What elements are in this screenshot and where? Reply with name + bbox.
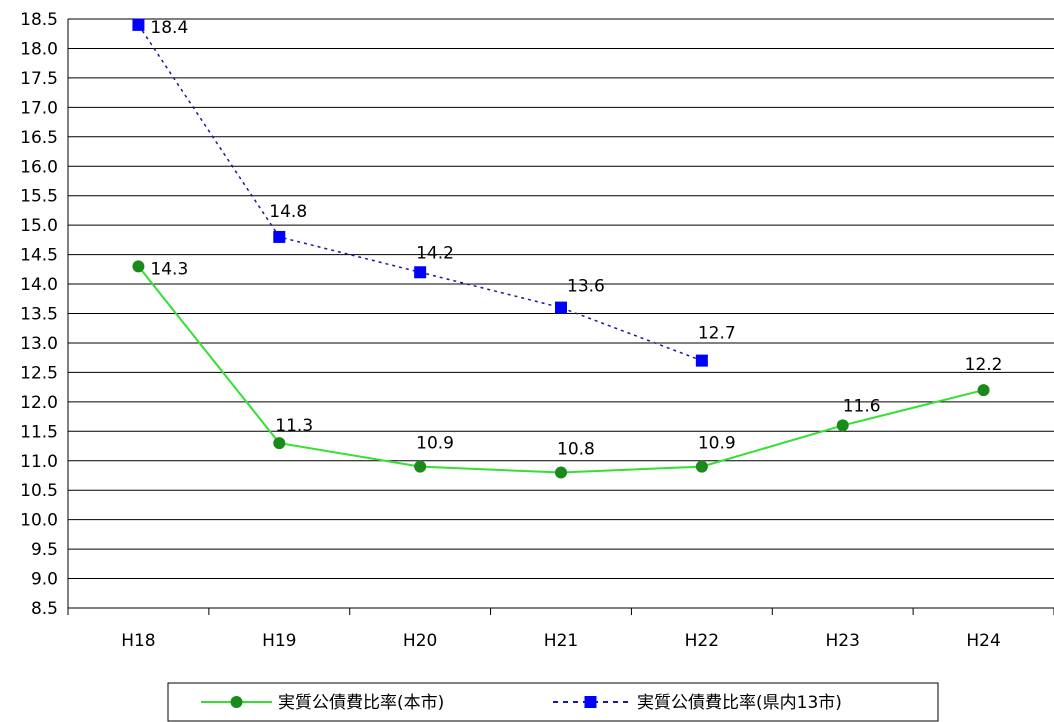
data-label: 10.9 — [698, 434, 736, 454]
x-tick-label: H24 — [966, 631, 1000, 651]
y-tick-label: 15.0 — [20, 216, 58, 236]
x-tick-label: H20 — [403, 631, 437, 651]
y-tick-label: 12.5 — [20, 363, 58, 383]
y-tick-label: 15.5 — [20, 187, 58, 207]
data-label: 12.2 — [965, 355, 1003, 375]
y-tick-label: 9.0 — [31, 570, 58, 590]
y-tick-label: 11.0 — [20, 452, 58, 472]
data-label: 14.8 — [269, 202, 307, 222]
data-point — [977, 384, 990, 397]
y-tick-label: 11.5 — [20, 422, 58, 442]
series-line-1 — [137, 24, 703, 362]
x-tick-label: H23 — [826, 631, 860, 651]
y-tick-label: 13.5 — [20, 305, 58, 325]
data-point — [695, 354, 708, 367]
data-label: 18.4 — [150, 18, 188, 38]
data-label: 13.6 — [567, 277, 605, 297]
data-point — [695, 460, 708, 473]
data-label: 10.9 — [416, 434, 454, 454]
y-tick-label: 18.0 — [20, 39, 58, 59]
y-axis-ticks: 18.5 18.0 17.5 17.0 16.5 16.0 15.5 15.0 14.5 14.0… — [20, 10, 58, 619]
x-tick-label: H22 — [685, 631, 719, 651]
data-point — [273, 230, 286, 243]
x-tick-label: H21 — [544, 631, 578, 651]
y-tick-label: 16.0 — [20, 157, 58, 177]
legend-marker — [230, 696, 243, 708]
legend-marker — [584, 696, 597, 708]
data-point — [132, 260, 145, 273]
legend-label: 実質公債費比率(本市) — [278, 693, 444, 713]
y-tick-label: 10.0 — [20, 511, 58, 531]
y-tick-label: 17.5 — [20, 69, 58, 89]
data-label: 14.3 — [150, 259, 188, 279]
data-label: 11.3 — [275, 416, 313, 436]
data-point — [414, 460, 427, 473]
legend-label: 実質公債費比率(県内13市) — [637, 693, 842, 713]
y-tick-label: 17.0 — [20, 98, 58, 118]
y-tick-label: 12.0 — [20, 393, 58, 413]
data-label: 10.8 — [557, 440, 595, 460]
x-tick-label: H18 — [121, 631, 155, 651]
data-label: 14.2 — [416, 243, 454, 263]
grid-lines — [68, 18, 1054, 580]
axes — [67, 19, 1054, 609]
y-tick-label: 13.0 — [20, 334, 58, 354]
legend: 実質公債費比率(本市) 実質公債費比率(県内13市) — [167, 682, 939, 722]
y-tick-label: 14.5 — [20, 246, 58, 266]
x-axis-ticks: H18 H19 H20 H21 H22 H23 H24 — [67, 608, 1054, 651]
y-tick-label: 18.5 — [20, 10, 58, 30]
data-point — [414, 266, 427, 279]
y-tick-label: 8.5 — [31, 599, 58, 619]
data-point — [836, 419, 849, 432]
y-tick-label: 9.5 — [31, 540, 58, 560]
y-tick-label: 14.0 — [20, 275, 58, 295]
series-group: 14.3 11.3 10.9 10.8 10.9 11.6 12.2 18.4 14.8 14.2… — [132, 18, 1003, 479]
x-tick-label: H19 — [262, 631, 296, 651]
data-label: 12.7 — [698, 324, 736, 344]
data-label: 11.6 — [843, 396, 881, 416]
data-point — [555, 466, 567, 479]
data-point — [132, 18, 145, 31]
y-tick-label: 16.5 — [20, 128, 58, 148]
y-tick-label: 10.5 — [20, 481, 58, 501]
data-point — [273, 437, 286, 450]
data-point — [555, 301, 567, 314]
